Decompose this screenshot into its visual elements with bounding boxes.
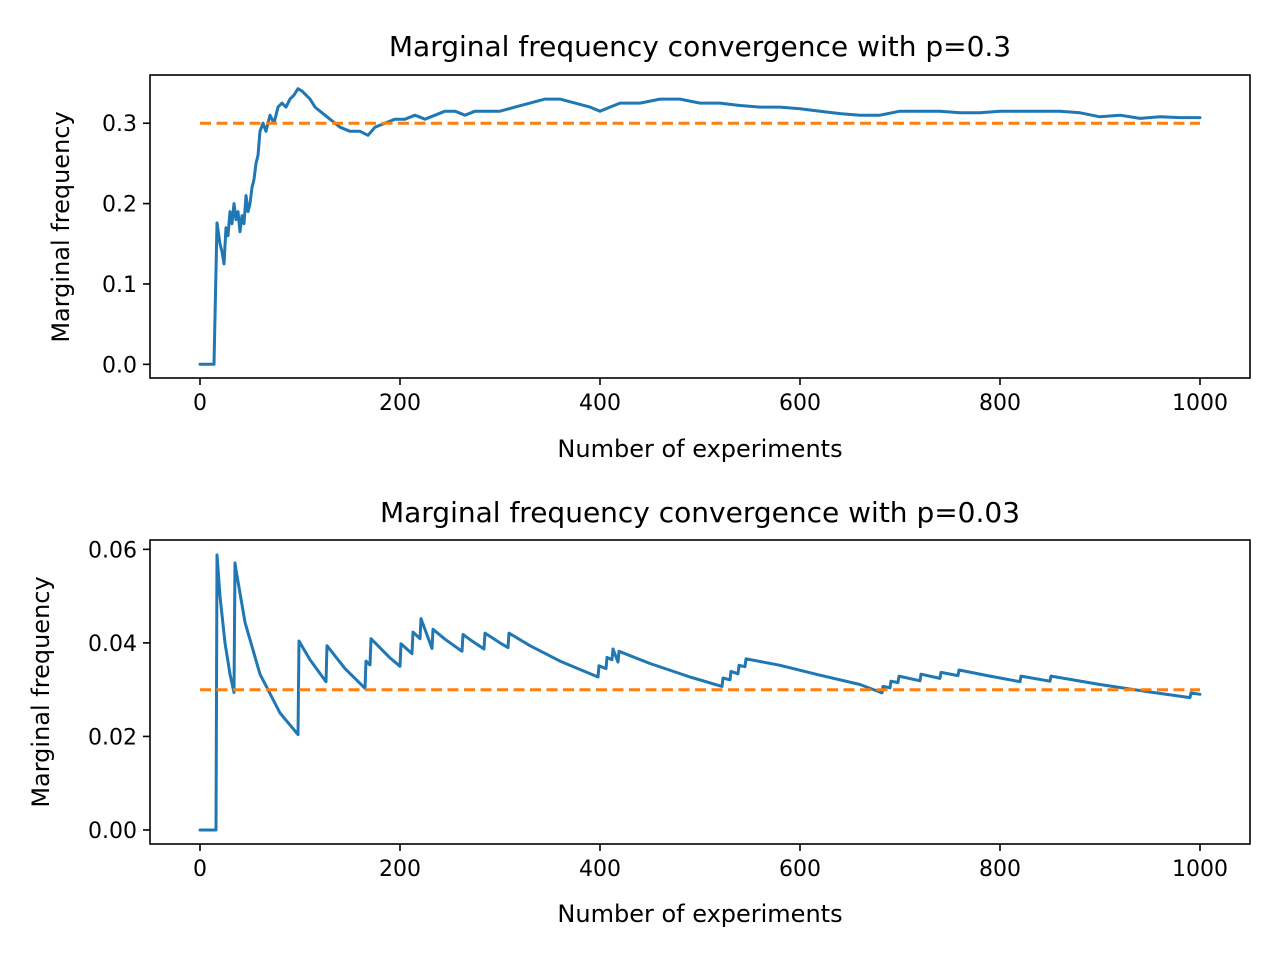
frequency-line: [198, 87, 1202, 366]
chart-title: Marginal frequency convergence with p=0.…: [389, 30, 1011, 63]
x-tick-label: 400: [579, 857, 621, 882]
x-tick-label: 600: [779, 391, 821, 416]
y-tick-label: 0.1: [102, 273, 137, 298]
x-tick-label: 800: [979, 391, 1021, 416]
y-axis-label: Marginal frequency: [27, 576, 55, 807]
y-tick-label: 0.00: [88, 819, 137, 844]
x-axis-label: Number of experiments: [557, 900, 842, 928]
subplot-p003: Marginal frequency convergence with p=0.…: [27, 496, 1251, 928]
axis-ticks: 0 200 400 600 800 1000 0.0 0.1 0.2 0.3: [102, 112, 1228, 416]
x-tick-label: 200: [379, 857, 421, 882]
x-tick-label: 0: [193, 391, 207, 416]
x-tick-label: 200: [379, 391, 421, 416]
x-tick-label: 0: [193, 857, 207, 882]
x-tick-label: 800: [979, 857, 1021, 882]
y-tick-label: 0.0: [102, 353, 137, 378]
y-tick-label: 0.06: [88, 538, 137, 563]
y-tick-label: 0.2: [102, 193, 137, 218]
plot-lines: [198, 87, 1202, 366]
chart-title: Marginal frequency convergence with p=0.…: [380, 496, 1020, 529]
frequency-line: [198, 553, 1202, 832]
subplot-p03: Marginal frequency convergence with p=0.…: [47, 30, 1251, 463]
y-tick-label: 0.02: [88, 725, 137, 750]
axis-ticks: 0 200 400 600 800 1000 0.00 0.02 0.04 0.06: [88, 538, 1228, 882]
plot-lines: [198, 553, 1202, 832]
x-tick-label: 600: [779, 857, 821, 882]
plot-area-frame: [149, 539, 1251, 845]
x-axis-label: Number of experiments: [557, 435, 842, 463]
y-tick-label: 0.04: [88, 632, 137, 657]
plot-area-frame: [149, 74, 1251, 379]
x-tick-label: 1000: [1172, 391, 1228, 416]
y-tick-label: 0.3: [102, 112, 137, 137]
x-tick-label: 1000: [1172, 857, 1228, 882]
x-tick-label: 400: [579, 391, 621, 416]
y-axis-label: Marginal frequency: [47, 111, 75, 342]
